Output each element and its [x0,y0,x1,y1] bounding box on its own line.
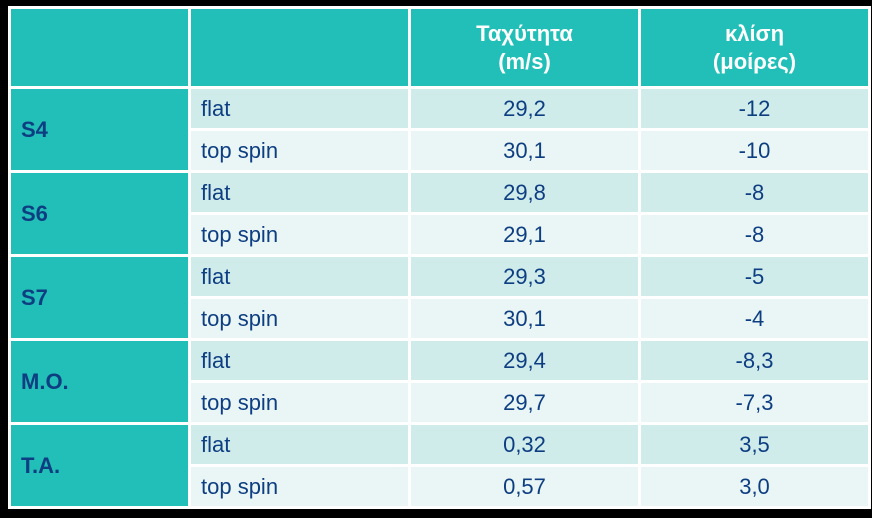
cell-kind: top spin [190,298,410,340]
header-speed: Ταχύτητα(m/s) [410,8,640,88]
header-tilt: κλίση(μοίρες) [640,8,870,88]
cell-tilt: -8 [640,172,870,214]
cell-kind: flat [190,256,410,298]
group-label: M.O. [10,340,190,424]
header-blank-2 [190,8,410,88]
cell-kind: top spin [190,130,410,172]
cell-speed: 29,8 [410,172,640,214]
cell-tilt: -7,3 [640,382,870,424]
cell-kind: flat [190,340,410,382]
cell-tilt: -8 [640,214,870,256]
cell-kind: top spin [190,466,410,508]
cell-kind: top spin [190,382,410,424]
table-row: S7 flat 29,3 -5 [10,256,870,298]
group-label: T.A. [10,424,190,508]
cell-speed: 29,4 [410,340,640,382]
table-row: M.O. flat 29,4 -8,3 [10,340,870,382]
cell-tilt: 3,5 [640,424,870,466]
cell-kind: flat [190,88,410,130]
table-row: S4 flat 29,2 -12 [10,88,870,130]
table-row: T.A. flat 0,32 3,5 [10,424,870,466]
cell-tilt: -10 [640,130,870,172]
group-label: S6 [10,172,190,256]
cell-kind: flat [190,172,410,214]
cell-speed: 0,32 [410,424,640,466]
cell-tilt: -4 [640,298,870,340]
cell-speed: 30,1 [410,130,640,172]
header-row: Ταχύτητα(m/s) κλίση(μοίρες) [10,8,870,88]
cell-speed: 30,1 [410,298,640,340]
cell-tilt: -5 [640,256,870,298]
cell-speed: 29,2 [410,88,640,130]
cell-speed: 0,57 [410,466,640,508]
cell-speed: 29,3 [410,256,640,298]
data-table: Ταχύτητα(m/s) κλίση(μοίρες) S4 flat 29,2… [8,6,871,509]
cell-speed: 29,7 [410,382,640,424]
cell-speed: 29,1 [410,214,640,256]
table-row: S6 flat 29,8 -8 [10,172,870,214]
cell-kind: top spin [190,214,410,256]
cell-tilt: 3,0 [640,466,870,508]
cell-kind: flat [190,424,410,466]
cell-tilt: -12 [640,88,870,130]
header-blank-1 [10,8,190,88]
group-label: S4 [10,88,190,172]
data-table-container: Ταχύτητα(m/s) κλίση(μοίρες) S4 flat 29,2… [0,0,872,517]
cell-tilt: -8,3 [640,340,870,382]
group-label: S7 [10,256,190,340]
